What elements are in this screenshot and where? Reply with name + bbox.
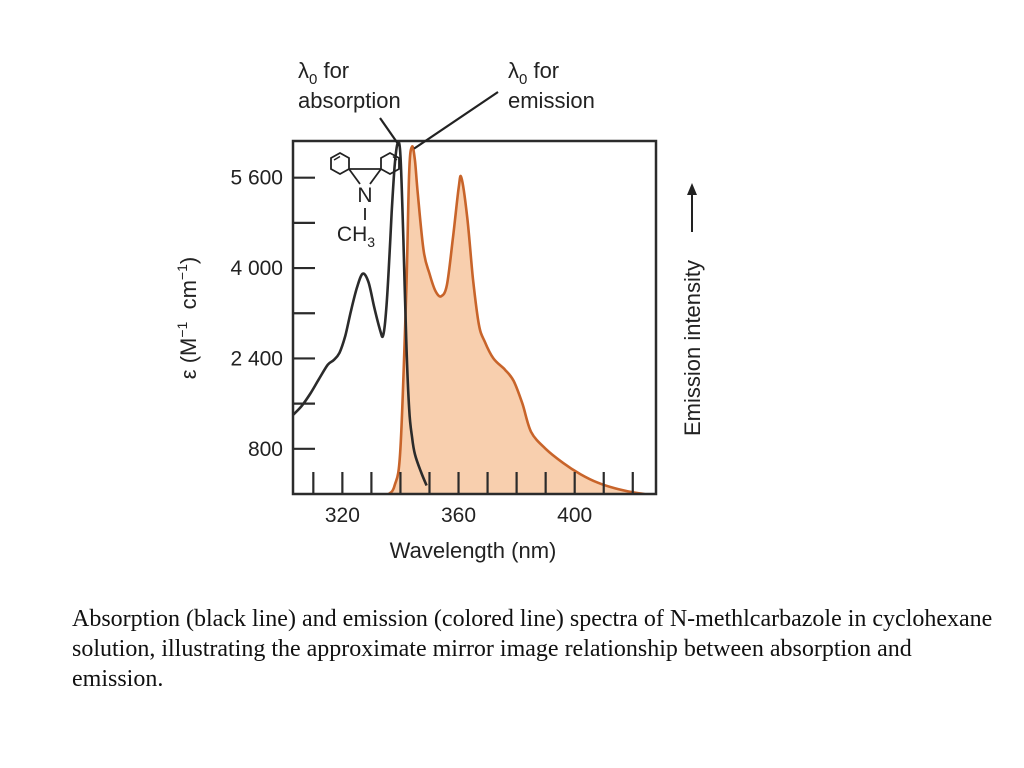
emission-area <box>388 146 645 494</box>
absorption-layer <box>293 141 428 487</box>
y-title-sup1: −1 <box>174 321 190 337</box>
molecule-ring-right <box>380 151 400 176</box>
lambda-subscript: 0 <box>309 71 317 88</box>
y-tick-label: 5 600 <box>230 167 283 190</box>
x-axis-title: Wavelength (nm) <box>390 538 557 563</box>
x-tick-label: 360 <box>441 504 476 527</box>
lambda-label-line2: absorption <box>298 88 401 113</box>
absorption-line <box>293 141 428 487</box>
y-tick-label: 2 400 <box>230 347 283 370</box>
y-title-mid: cm <box>176 280 201 322</box>
y-axis-title: ε (M−1 cm−1) <box>174 257 201 379</box>
lambda-label-line1: λ0 for <box>298 58 349 88</box>
y-title-main: ε (M <box>176 338 201 380</box>
ticks: 320 360 400 5 600 4 000 2 400 800 <box>230 167 634 527</box>
lambda-for: for <box>317 58 349 83</box>
molecule-ring-left <box>330 151 350 176</box>
x-tick-label: 400 <box>557 504 592 527</box>
y-title-end: ) <box>176 257 201 264</box>
molecule-structure: N CH3 <box>330 151 400 250</box>
up-arrow-icon <box>687 183 697 232</box>
plot-frame <box>291 139 658 496</box>
leader-line <box>413 91 499 150</box>
lambda-for: for <box>527 58 559 83</box>
lambda-subscript: 0 <box>519 71 527 88</box>
y-tick-label: 800 <box>248 438 283 461</box>
right-axis-title: Emission intensity <box>680 260 705 436</box>
y-title-sup2: −1 <box>174 264 190 280</box>
x-tick-label: 320 <box>325 504 360 527</box>
lambda-label-line2: emission <box>508 88 595 113</box>
emission-layer <box>387 145 645 494</box>
lambda-symbol: λ <box>298 58 309 83</box>
methyl-sub: 3 <box>367 234 375 250</box>
emission-line <box>387 145 645 494</box>
leader-line <box>379 117 401 147</box>
lambda-symbol: λ <box>508 58 519 83</box>
methyl-ch: CH <box>337 223 367 246</box>
lambda-label-line1: λ0 for <box>508 58 559 88</box>
molecule-methyl: CH3 <box>337 223 375 250</box>
y-tick-label: 4 000 <box>230 257 283 280</box>
figure-caption: Absorption (black line) and emission (co… <box>72 606 993 692</box>
molecule-nitrogen: N <box>357 184 372 207</box>
